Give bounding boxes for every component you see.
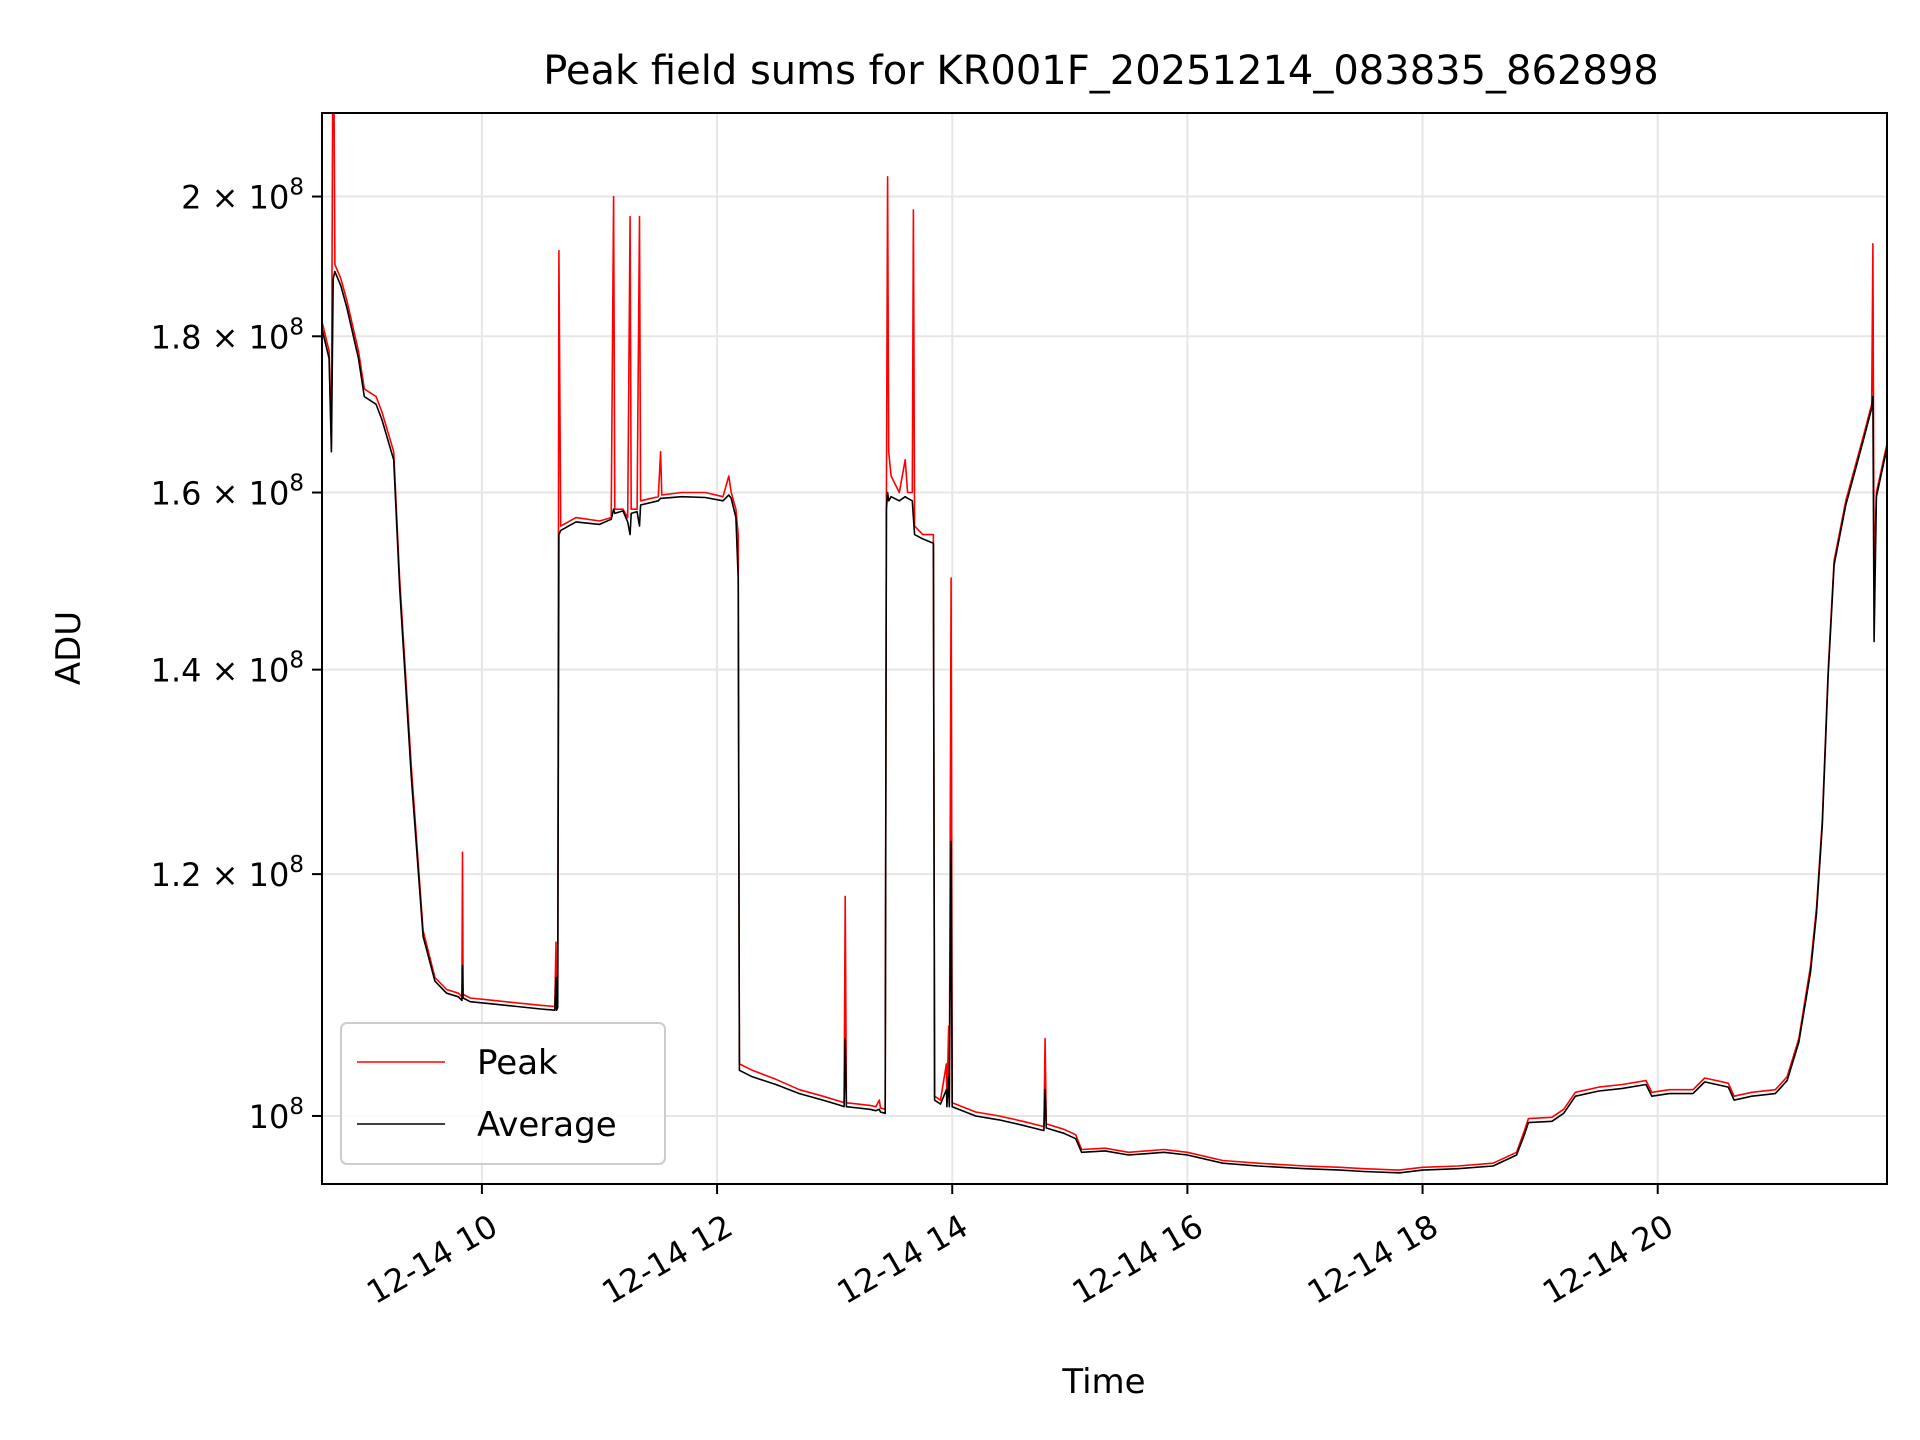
legend-label-peak: Peak xyxy=(477,1043,558,1083)
y-tick-label: 2 × 108 xyxy=(181,175,304,217)
series-line-average xyxy=(322,270,1887,1174)
legend-label-average: Average xyxy=(477,1105,617,1145)
series-layer xyxy=(322,113,1887,1174)
y-tick-label: 1.6 × 108 xyxy=(151,471,304,513)
x-axis-label: Time xyxy=(1061,1362,1145,1402)
plot-frame xyxy=(321,112,1888,1185)
chart-title: Peak field sums for KR001F_20251214_0838… xyxy=(543,48,1659,94)
y-tick-label: 1.8 × 108 xyxy=(151,314,304,356)
y-tick-exponent: 8 xyxy=(289,648,304,674)
legend-box xyxy=(340,1022,666,1165)
y-tick-label: 108 xyxy=(249,1094,304,1136)
y-tick-label: 1.4 × 108 xyxy=(151,648,304,690)
y-tick-exponent: 8 xyxy=(289,471,304,497)
y-tick-exponent: 8 xyxy=(289,1094,304,1120)
legend: Peak Average xyxy=(340,1022,666,1165)
y-tick-exponent: 8 xyxy=(289,852,304,878)
y-tick-label: 1.2 × 108 xyxy=(151,852,304,894)
grid xyxy=(322,113,1887,1184)
y-tick-exponent: 8 xyxy=(289,175,304,201)
series-line-peak xyxy=(322,113,1887,1171)
y-axis: 108 1.2 × 108 1.4 × 108 1.6 × 108 1.8 × 108 2… xyxy=(151,175,322,1136)
y-axis-label: ADU xyxy=(49,611,89,685)
y-tick-exponent: 8 xyxy=(289,314,304,340)
